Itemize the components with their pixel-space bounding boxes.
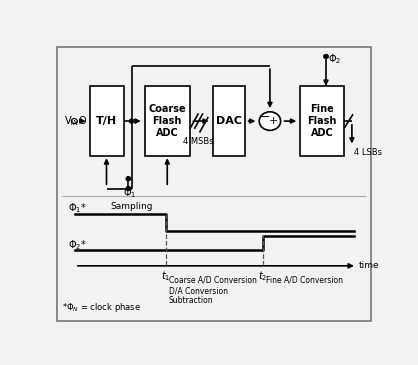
Text: T/H: T/H (96, 116, 117, 126)
Text: Fine A/D Conversion: Fine A/D Conversion (266, 276, 343, 285)
Text: 4 MSBs: 4 MSBs (183, 137, 213, 146)
Text: Coarse A/D Conversion
D/A Conversion
Subtraction: Coarse A/D Conversion D/A Conversion Sub… (169, 276, 257, 306)
Text: 4 LSBs: 4 LSBs (354, 148, 382, 157)
Text: $t_1$: $t_1$ (161, 269, 171, 283)
Circle shape (129, 119, 134, 123)
Circle shape (126, 176, 131, 181)
Text: $\Phi_1$*: $\Phi_1$* (69, 201, 87, 215)
Text: +: + (268, 116, 278, 126)
Text: Sampling: Sampling (110, 202, 153, 211)
Text: $t_2$: $t_2$ (258, 269, 268, 283)
Circle shape (71, 119, 77, 124)
FancyBboxPatch shape (89, 86, 124, 156)
Circle shape (324, 54, 329, 59)
FancyBboxPatch shape (145, 86, 190, 156)
Text: $\Phi_2$*: $\Phi_2$* (69, 238, 87, 251)
Text: $\Phi_2$: $\Phi_2$ (328, 52, 341, 66)
Text: Coarse
Flash
ADC: Coarse Flash ADC (148, 104, 186, 138)
Text: V$_{IN}$O: V$_{IN}$O (64, 114, 87, 128)
Text: time: time (358, 261, 379, 270)
Circle shape (259, 112, 280, 130)
FancyBboxPatch shape (213, 86, 245, 156)
FancyBboxPatch shape (300, 86, 344, 156)
Text: *$\Phi_N$ = clock phase: *$\Phi_N$ = clock phase (62, 301, 141, 314)
Text: $\Phi_1$: $\Phi_1$ (123, 186, 137, 200)
Circle shape (126, 186, 131, 191)
Text: Fine
Flash
ADC: Fine Flash ADC (307, 104, 336, 138)
Text: DAC: DAC (216, 116, 242, 126)
Text: −: − (260, 111, 270, 124)
